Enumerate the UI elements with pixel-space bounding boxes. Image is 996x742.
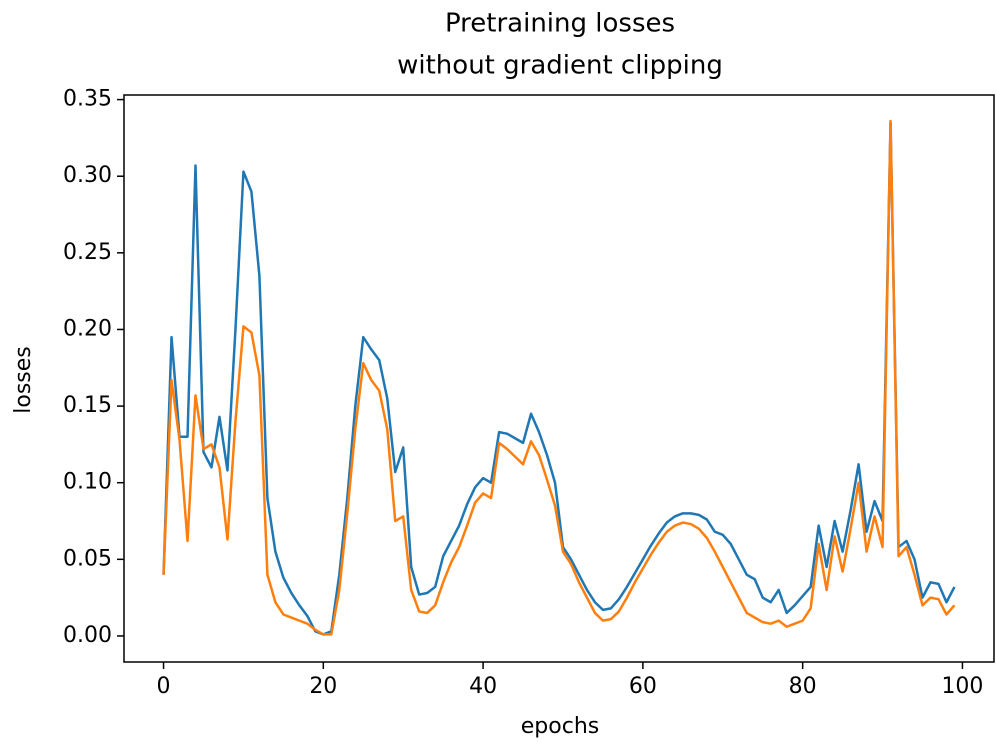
y-tick-label: 0.30: [63, 163, 112, 188]
y-tick-label: 0.00: [63, 623, 112, 648]
y-tick-label: 0.10: [63, 470, 112, 495]
chart-title: Pretraining losses: [445, 9, 675, 39]
x-tick-label: 80: [789, 674, 817, 699]
y-tick-label: 0.15: [63, 393, 112, 418]
x-axis-label: epochs: [521, 714, 599, 739]
x-tick-label: 100: [941, 674, 983, 699]
plot-frame: [123, 94, 995, 663]
line-series: [162, 121, 956, 636]
x-tick-label: 0: [157, 674, 171, 699]
y-tick-label: 0.20: [63, 316, 112, 341]
chart-title: without gradient clipping: [397, 51, 723, 81]
x-tick-label: 60: [629, 674, 657, 699]
x-tick-label: 40: [469, 674, 497, 699]
x-tick-label: 20: [309, 674, 337, 699]
y-tick-label: 0.35: [63, 87, 112, 112]
y-tick-label: 0.25: [63, 240, 112, 265]
line-series: [162, 119, 956, 636]
y-axis-label: losses: [11, 346, 36, 414]
y-tick-label: 0.05: [63, 546, 112, 571]
